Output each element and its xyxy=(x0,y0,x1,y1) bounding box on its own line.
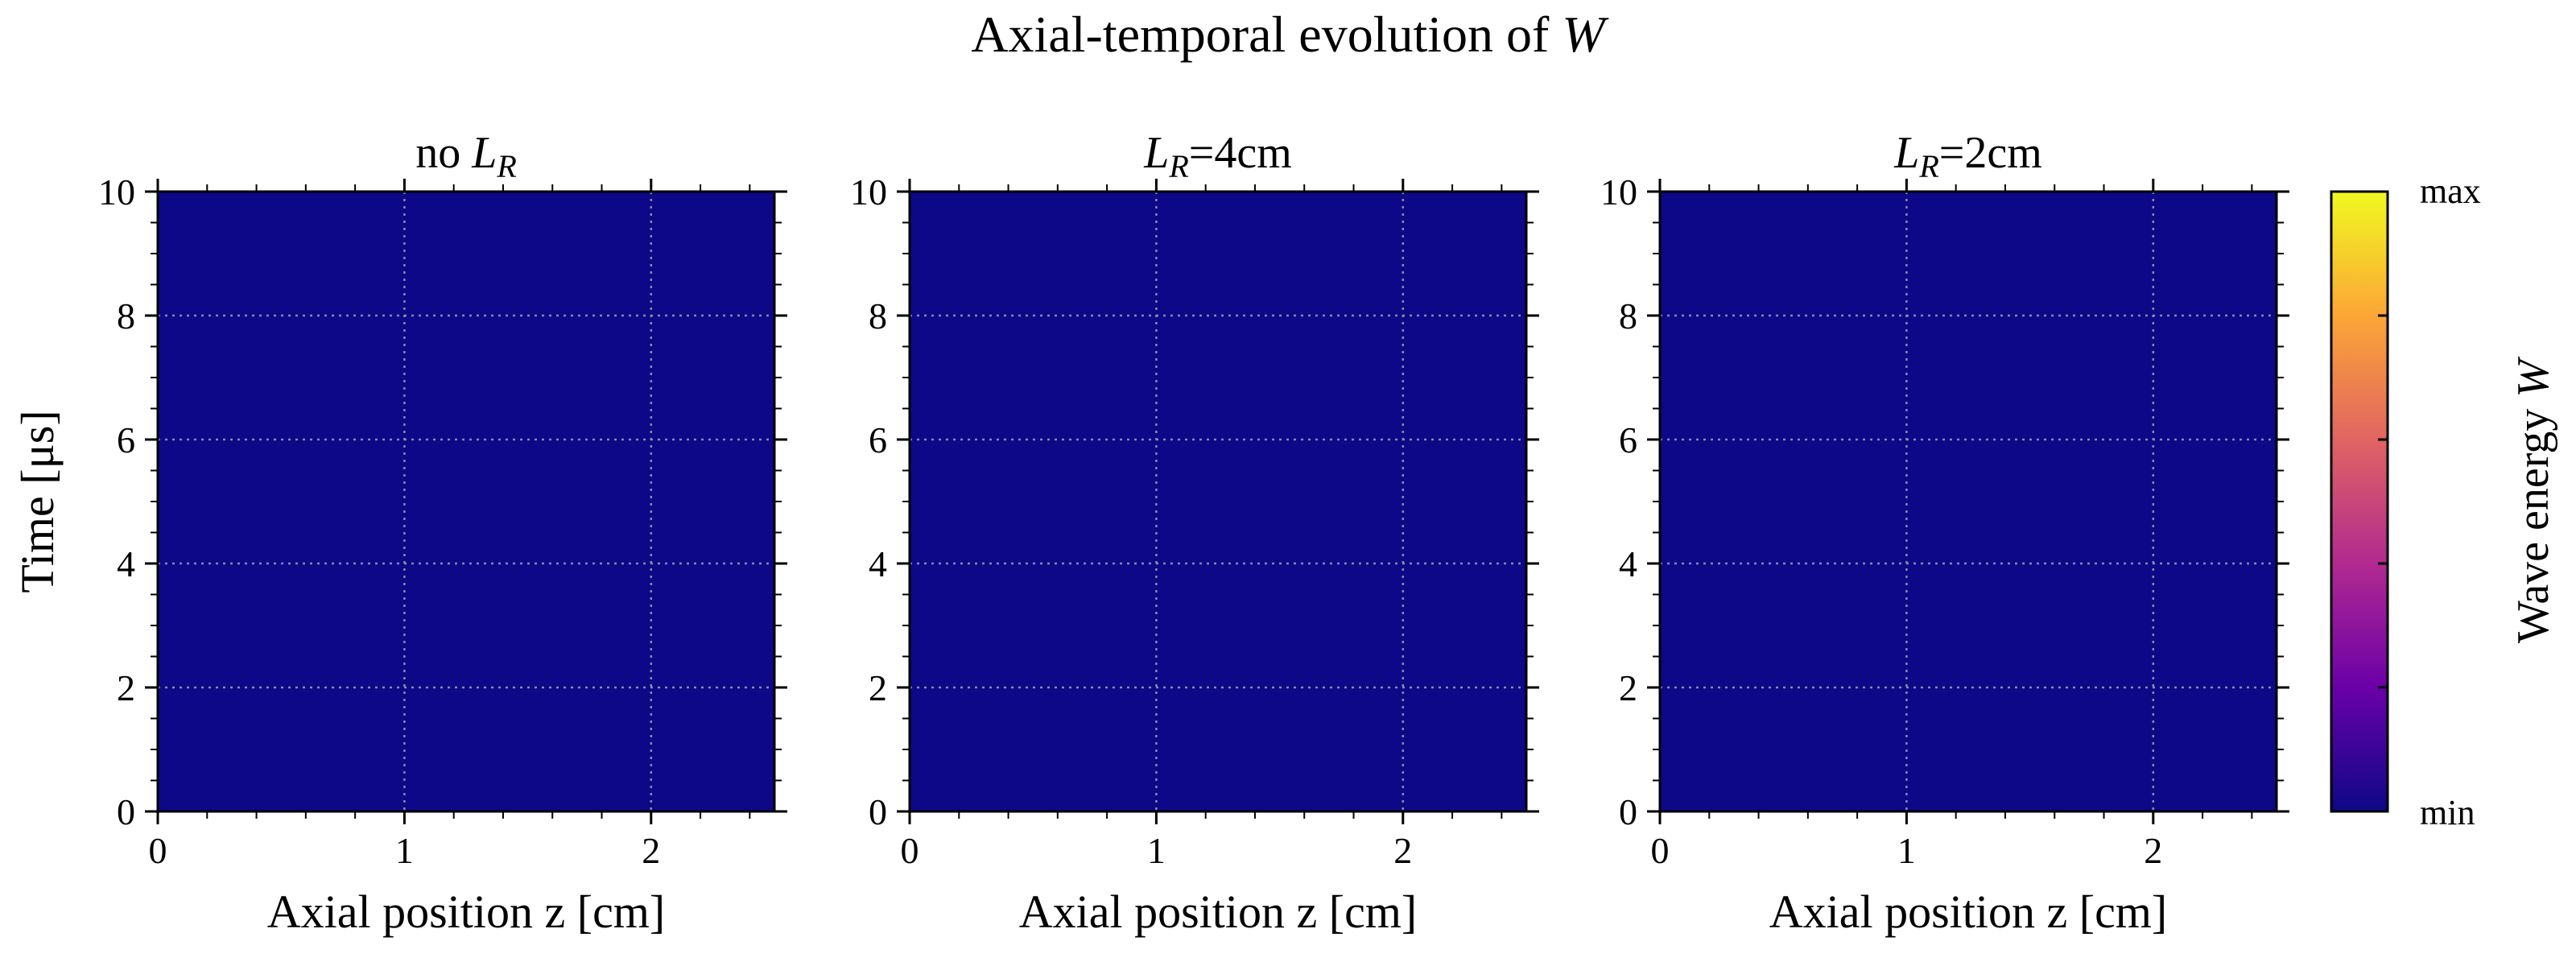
x-tick-label: 0 xyxy=(901,830,919,871)
x-tick-label: 2 xyxy=(1393,830,1412,871)
colorbar-label-text: Wave energy xyxy=(2508,398,2558,643)
y-tick-label: 8 xyxy=(869,295,887,336)
x-tick-label: 2 xyxy=(2144,830,2162,871)
y-tick-label: 0 xyxy=(869,791,887,832)
colorbar-min-label: min xyxy=(2420,793,2475,832)
colorbar-label: Wave energy W xyxy=(2508,357,2558,643)
y-tick-label: 6 xyxy=(117,419,135,460)
y-tick-label: 2 xyxy=(1619,667,1637,708)
figure-title: Axial-temporal evolution of W xyxy=(971,6,1609,63)
x-tick-label: 1 xyxy=(395,830,414,871)
heatmap-cell xyxy=(910,192,1526,811)
x-tick-label: 0 xyxy=(149,830,167,871)
y-tick-label: 4 xyxy=(117,543,135,584)
panel-title: LR=2cm xyxy=(1893,128,2042,184)
heatmap-cell xyxy=(1660,192,2277,811)
y-tick-label: 8 xyxy=(117,295,135,336)
panel-title: no LR xyxy=(415,128,517,184)
x-tick-label: 1 xyxy=(1147,830,1166,871)
x-axis-label: Axial position z [cm] xyxy=(1019,886,1418,938)
y-tick-label: 6 xyxy=(869,419,887,460)
colorbar: max min Wave energy W xyxy=(2330,171,2558,832)
y-tick-label: 10 xyxy=(850,171,887,213)
heatmap-panel-3: 0 1 2 0 2 4 6 8 10 LR=2cm Axial position z [cm] xyxy=(1600,128,2289,938)
x-tick-label: 1 xyxy=(1897,830,1916,871)
y-tick-label: 2 xyxy=(117,667,135,708)
x-axis-label: Axial position z [cm] xyxy=(1769,886,2168,938)
y-tick-label: 8 xyxy=(1619,295,1637,336)
colorbar-label-symbol: W xyxy=(2508,357,2558,398)
figure-title-text: Axial-temporal evolution of xyxy=(971,6,1562,63)
y-tick-label: 6 xyxy=(1619,419,1637,460)
x-tick-label: 0 xyxy=(1651,830,1670,871)
colorbar-gradient xyxy=(2330,190,2389,813)
y-tick-label: 2 xyxy=(869,667,887,708)
colorbar-max-label: max xyxy=(2420,171,2481,211)
y-tick-label: 0 xyxy=(1619,791,1637,832)
heatmap-panel-1: 0 1 2 0 2 4 6 8 10 no LR Axial position z [cm] Time… xyxy=(11,128,787,938)
panel-title: LR=4cm xyxy=(1143,128,1292,184)
y-tick-label: 4 xyxy=(1619,543,1637,584)
y-tick-label: 10 xyxy=(1600,171,1637,213)
y-tick-label: 4 xyxy=(869,543,887,584)
figure-title-symbol: W xyxy=(1562,6,1609,63)
y-tick-label: 0 xyxy=(117,791,135,832)
x-axis-label: Axial position z [cm] xyxy=(267,886,666,938)
y-tick-label: 10 xyxy=(98,171,135,213)
heatmap-cell xyxy=(158,192,774,811)
y-axis-label: Time [μs] xyxy=(11,410,64,592)
x-tick-label: 2 xyxy=(642,830,660,871)
heatmap-panel-2: 0 1 2 0 2 4 6 8 10 LR=4cm Axial position z [cm] xyxy=(850,128,1539,938)
